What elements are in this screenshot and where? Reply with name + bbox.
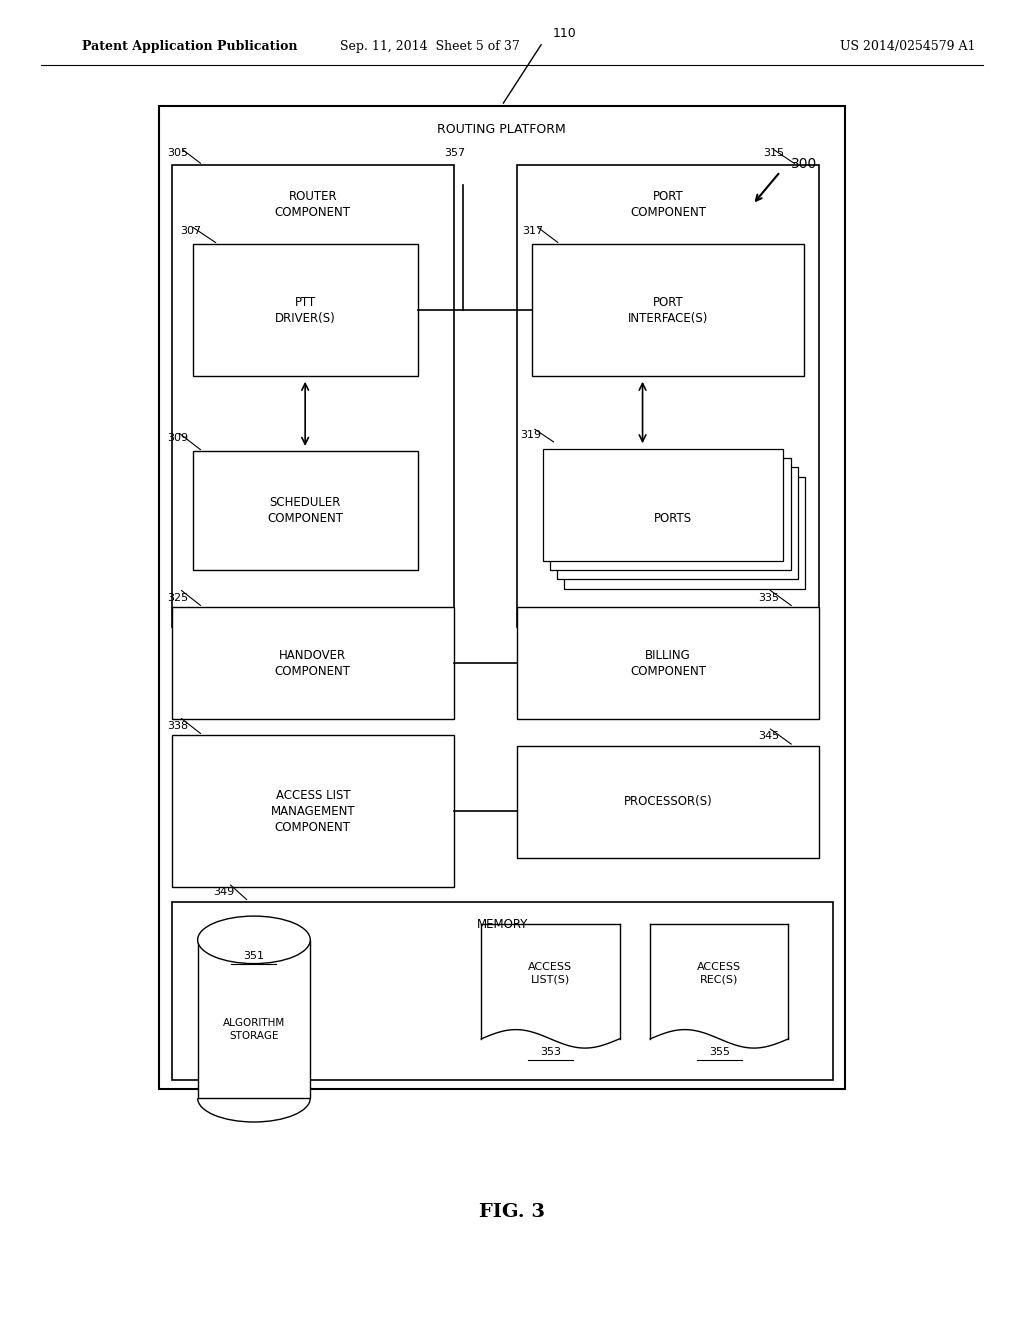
Text: PORTS: PORTS	[654, 512, 692, 524]
Ellipse shape	[198, 916, 310, 964]
Text: ACCESS
REC(S): ACCESS REC(S)	[697, 962, 741, 985]
FancyBboxPatch shape	[172, 607, 454, 719]
Text: ALGORITHM
STORAGE: ALGORITHM STORAGE	[223, 1019, 285, 1040]
Text: MEMORY: MEMORY	[476, 917, 528, 931]
Text: 305: 305	[167, 148, 188, 158]
FancyBboxPatch shape	[517, 607, 819, 719]
Text: 300: 300	[791, 157, 817, 170]
Text: PROCESSOR(S): PROCESSOR(S)	[624, 796, 713, 808]
Text: US 2014/0254579 A1: US 2014/0254579 A1	[840, 40, 975, 53]
FancyBboxPatch shape	[172, 165, 454, 627]
FancyBboxPatch shape	[172, 735, 454, 887]
Text: 325: 325	[167, 593, 188, 603]
FancyBboxPatch shape	[159, 106, 845, 1089]
FancyBboxPatch shape	[550, 458, 791, 570]
Text: 355: 355	[709, 1047, 730, 1057]
FancyBboxPatch shape	[564, 477, 805, 589]
Text: 110: 110	[553, 26, 577, 40]
Text: PORT
COMPONENT: PORT COMPONENT	[630, 190, 707, 219]
Text: Patent Application Publication: Patent Application Publication	[82, 40, 297, 53]
Text: SCHEDULER
COMPONENT: SCHEDULER COMPONENT	[267, 496, 343, 525]
Text: 345: 345	[758, 731, 779, 742]
Text: 335: 335	[758, 593, 779, 603]
FancyBboxPatch shape	[172, 902, 833, 1080]
Text: ROUTING PLATFORM: ROUTING PLATFORM	[437, 123, 566, 136]
Text: ACCESS
LIST(S): ACCESS LIST(S)	[528, 962, 572, 985]
Text: 317: 317	[522, 226, 544, 236]
Text: ACCESS LIST
MANAGEMENT
COMPONENT: ACCESS LIST MANAGEMENT COMPONENT	[270, 788, 355, 834]
FancyBboxPatch shape	[193, 451, 418, 570]
Text: 357: 357	[444, 148, 466, 158]
Polygon shape	[198, 940, 310, 1098]
Text: ROUTER
COMPONENT: ROUTER COMPONENT	[274, 190, 351, 219]
FancyBboxPatch shape	[193, 244, 418, 376]
Text: BILLING
COMPONENT: BILLING COMPONENT	[630, 649, 707, 677]
Text: 307: 307	[180, 226, 202, 236]
Text: 309: 309	[167, 433, 188, 444]
FancyBboxPatch shape	[517, 746, 819, 858]
Text: 351: 351	[244, 950, 264, 961]
Text: PORT
INTERFACE(S): PORT INTERFACE(S)	[628, 296, 709, 325]
Text: PTT
DRIVER(S): PTT DRIVER(S)	[274, 296, 336, 325]
FancyBboxPatch shape	[517, 165, 819, 627]
FancyBboxPatch shape	[557, 467, 798, 579]
Text: 349: 349	[213, 887, 234, 898]
Text: HANDOVER
COMPONENT: HANDOVER COMPONENT	[274, 649, 351, 677]
FancyBboxPatch shape	[532, 244, 804, 376]
Text: 319: 319	[520, 430, 542, 441]
FancyBboxPatch shape	[543, 449, 783, 561]
Text: FIG. 3: FIG. 3	[479, 1203, 545, 1221]
Text: 353: 353	[540, 1047, 561, 1057]
Text: Sep. 11, 2014  Sheet 5 of 37: Sep. 11, 2014 Sheet 5 of 37	[340, 40, 520, 53]
Text: 338: 338	[167, 721, 188, 731]
Text: 315: 315	[763, 148, 784, 158]
